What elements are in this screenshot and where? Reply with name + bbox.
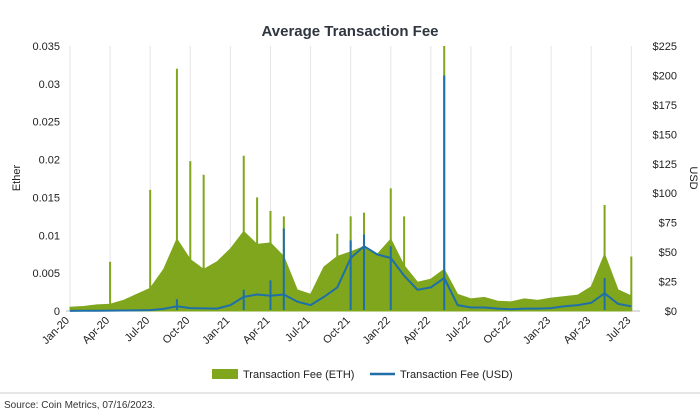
y-right-tick-label: $100 <box>653 188 677 200</box>
y-right-tick-label: $75 <box>659 218 677 230</box>
y-left-tick-label: 0.015 <box>32 192 60 204</box>
y-right-tick-label: $225 <box>653 41 677 53</box>
y-left-tick-label: 0.02 <box>39 155 60 167</box>
x-tick-label: Apr-21 <box>241 315 273 347</box>
x-tick-label: Jan-22 <box>361 315 393 347</box>
x-axis-ticks: Jan-20 Apr-20 Jul-20 Oct-20 Jan-21 Apr-21 Jul-… <box>40 315 634 347</box>
y-right-axis-label: USD <box>687 166 699 189</box>
y-right-tick-label: $25 <box>659 277 677 289</box>
usd-line-layer <box>69 75 632 312</box>
x-tick-label: Oct-21 <box>321 315 353 347</box>
legend-label-eth: Transaction Fee (ETH) <box>243 369 354 381</box>
x-tick-label: Jul-20 <box>123 315 153 345</box>
y-right-tick-label: $125 <box>653 159 677 171</box>
x-tick-label: Jul-22 <box>443 315 473 345</box>
y-left-tick-label: 0.025 <box>32 117 60 129</box>
x-tick-label: Apr-22 <box>401 315 433 347</box>
y-left-axis-label: Ether <box>11 165 23 192</box>
x-tick-label: Jan-20 <box>40 315 72 347</box>
chart-title: Average Transaction Fee <box>261 23 438 40</box>
gridlines <box>66 46 640 312</box>
x-tick-label: Jul-21 <box>283 315 313 345</box>
x-tick-label: Jan-21 <box>200 315 232 347</box>
x-tick-label: Oct-22 <box>481 315 513 347</box>
x-tick-label: Apr-23 <box>562 315 594 347</box>
y-right-tick-label: $50 <box>659 247 677 259</box>
y-left-tick-label: 0 <box>54 306 60 318</box>
x-tick-label: Jul-23 <box>604 315 634 345</box>
x-tick-label: Jan-23 <box>521 315 553 347</box>
y-left-tick-label: 0.03 <box>39 79 60 91</box>
legend-swatch-eth <box>212 369 238 379</box>
x-tick-label: Apr-20 <box>80 315 112 347</box>
y-right-tick-label: $0 <box>665 306 677 318</box>
y-right-tick-label: $150 <box>653 129 677 141</box>
y-left-tick-label: 0.005 <box>32 268 60 280</box>
right-axis-ticks: $0 $25 $50 $75 $100 $125 $150 $175 $200 $225 <box>653 41 677 318</box>
left-axis-ticks: 0 0.005 0.01 0.015 0.02 0.025 0.03 0.035 <box>32 41 60 318</box>
y-left-tick-label: 0.01 <box>39 230 60 242</box>
y-left-tick-label: 0.035 <box>32 41 60 53</box>
y-right-tick-label: $200 <box>653 70 677 82</box>
source-note: Source: Coin Metrics, 07/16/2023. <box>4 400 155 411</box>
y-right-tick-label: $175 <box>653 100 677 112</box>
legend: Transaction Fee (ETH) Transaction Fee (U… <box>212 369 513 381</box>
legend-label-usd: Transaction Fee (USD) <box>400 369 513 381</box>
x-tick-label: Oct-20 <box>161 315 193 347</box>
